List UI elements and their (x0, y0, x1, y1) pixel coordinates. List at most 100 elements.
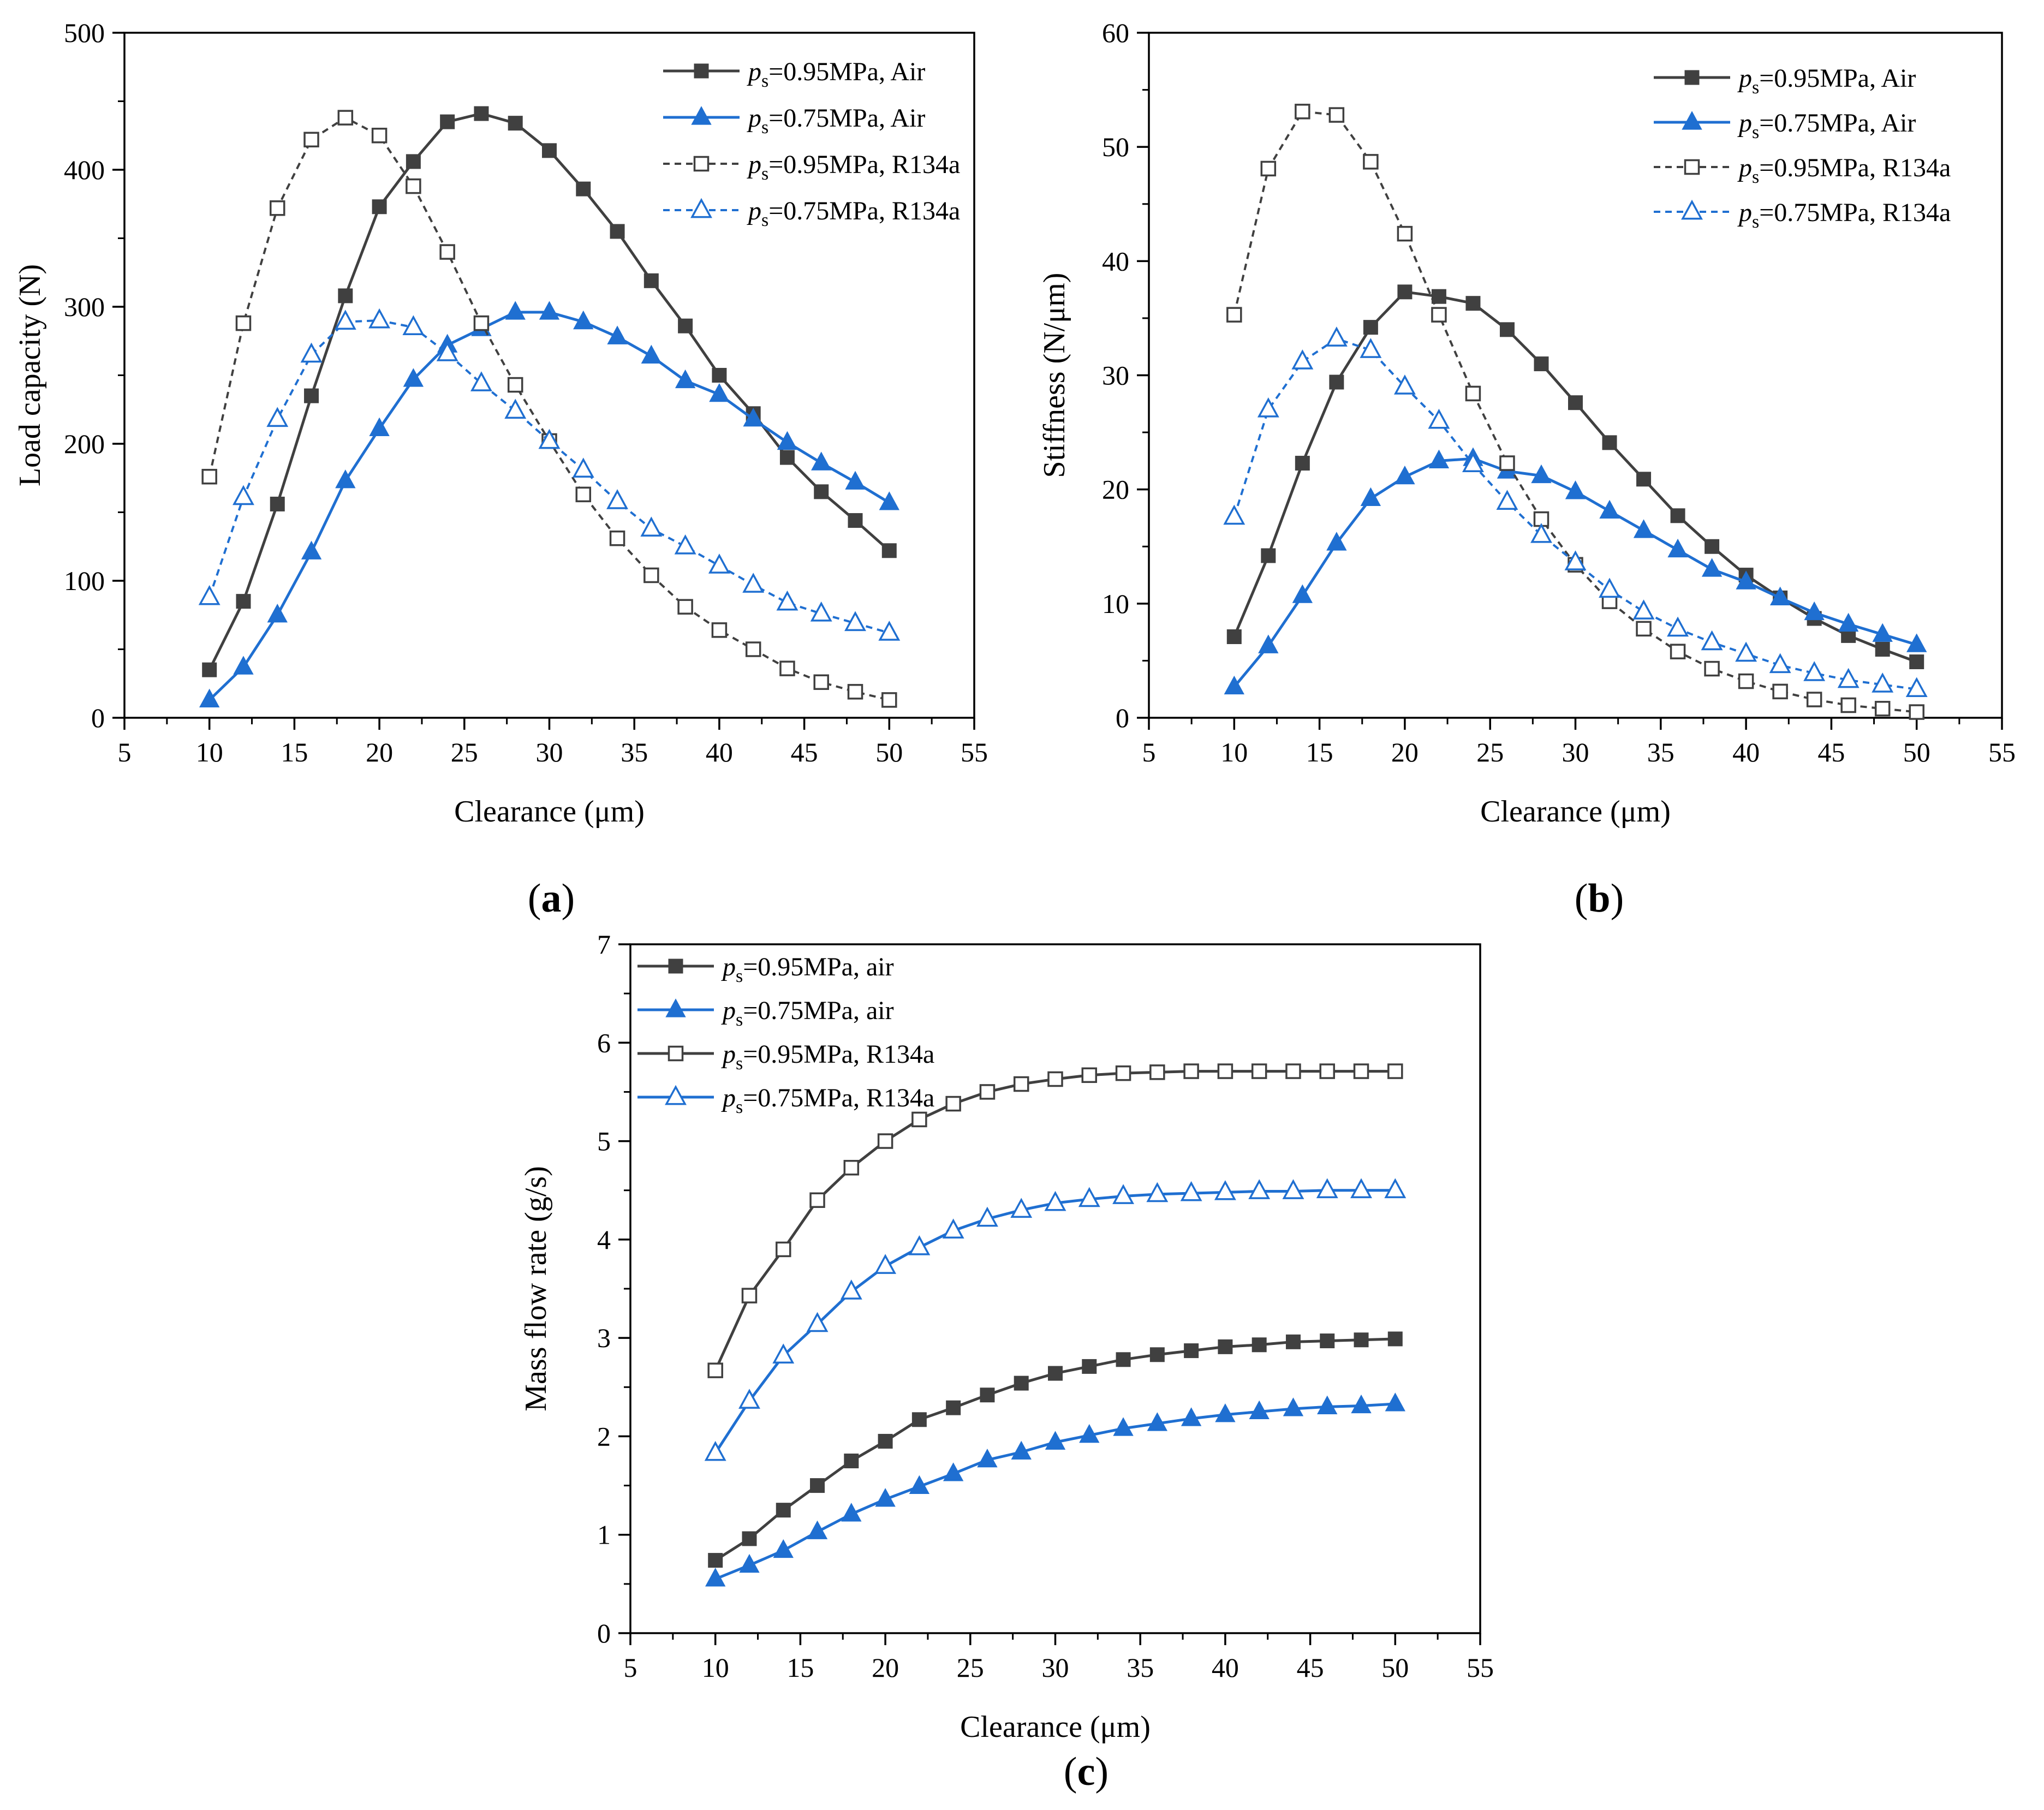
data-point-c-2 (1013, 1076, 1029, 1092)
data-point-b-0 (1534, 356, 1549, 372)
legend-entry-a-0: ps=0.95MPa, Air (747, 57, 925, 91)
x-tick-label-c: 50 (1381, 1652, 1409, 1683)
y-tick-label-b: 30 (1102, 360, 1129, 391)
data-point-a-0 (202, 662, 217, 677)
data-point-b-3 (1564, 550, 1587, 570)
legend-marker-a-3 (690, 198, 712, 218)
data-point-a-3 (844, 611, 866, 632)
data-point-c-1 (1215, 1403, 1236, 1422)
data-point-b-0 (1226, 629, 1242, 644)
legend-marker-a-0 (694, 63, 709, 79)
data-point-c-1 (1351, 1394, 1372, 1414)
data-point-c-2 (877, 1133, 893, 1149)
x-tick-label-b: 55 (1988, 737, 2016, 767)
x-tick-label-b: 40 (1732, 737, 1760, 767)
legend-entry-subscript: s (761, 117, 768, 138)
data-point-a-3 (402, 315, 425, 335)
data-point-b-3 (1291, 349, 1314, 370)
data-point-c-1 (1249, 1400, 1270, 1419)
data-point-c-3 (942, 1218, 964, 1239)
legend-entry-text: =0.95MPa, air (743, 952, 893, 981)
data-point-c-2 (776, 1241, 791, 1258)
x-tick-label-a: 45 (791, 737, 818, 767)
y-tick-label-a: 400 (64, 154, 105, 185)
data-point-c-1 (739, 1553, 760, 1573)
data-point-a-2 (439, 244, 455, 260)
data-point-a-1 (879, 491, 899, 510)
legend-entry-subscript: s (736, 1097, 743, 1117)
x-tick-label-a: 15 (281, 737, 308, 767)
data-point-b-2 (1909, 704, 1924, 720)
data-point-a-0 (881, 543, 897, 558)
data-point-c-3 (1214, 1180, 1236, 1200)
data-point-c-3 (976, 1206, 998, 1227)
legend-marker-b-1 (1682, 111, 1702, 130)
data-point-b-1 (1804, 601, 1825, 621)
data-point-c-1 (1045, 1431, 1066, 1450)
data-point-c-0 (1218, 1339, 1233, 1354)
legend-entry-symbol: p (747, 197, 761, 225)
data-point-c-3 (874, 1254, 897, 1274)
data-point-b-0 (1636, 472, 1652, 487)
data-point-c-1 (1385, 1392, 1405, 1412)
x-tick-label-c: 25 (957, 1652, 984, 1683)
data-point-a-0 (848, 513, 863, 528)
legend-entry-text: =0.75MPa, R134a (743, 1083, 934, 1112)
panel-caption-b: (b) (1575, 876, 1624, 921)
legend-marker-b-0 (1684, 70, 1700, 85)
legend-entry-text: =0.95MPa, R134a (1759, 153, 1951, 182)
data-point-b-3 (1632, 599, 1655, 620)
data-point-b-0 (1602, 435, 1617, 450)
legend-entry-c-3: ps=0.75MPa, R134a (721, 1083, 934, 1117)
y-tick-label-c: 0 (597, 1618, 611, 1648)
data-point-c-2 (1149, 1064, 1165, 1080)
data-point-c-2 (809, 1192, 825, 1208)
data-point-b-3 (1599, 577, 1620, 598)
data-point-b-1 (1701, 558, 1723, 577)
y-tick-label-b: 10 (1102, 588, 1129, 619)
legend-entry-subscript: s (736, 1010, 743, 1030)
data-point-c-0 (1184, 1343, 1199, 1359)
data-point-a-0 (270, 496, 285, 511)
x-tick-label-b: 20 (1391, 737, 1419, 767)
data-point-c-1 (1317, 1395, 1338, 1414)
data-point-b-3 (1803, 661, 1826, 681)
data-point-b-2 (1465, 385, 1481, 402)
data-point-b-1 (1565, 480, 1586, 499)
data-point-b-0 (1705, 539, 1720, 554)
data-point-c-3 (1112, 1184, 1135, 1204)
data-point-b-0 (1261, 548, 1276, 563)
data-point-a-1 (267, 604, 288, 623)
data-point-b-3 (1872, 672, 1894, 693)
data-point-b-3 (1735, 641, 1757, 662)
data-point-c-3 (1384, 1178, 1407, 1199)
data-point-a-1 (675, 369, 696, 389)
data-point-b-1 (1736, 570, 1756, 590)
data-point-a-2 (235, 315, 252, 331)
legend-entry-subscript: s (1752, 167, 1759, 187)
legend-entry-b-3: ps=0.75MPa, R134a (1737, 198, 1951, 232)
legend-entry-symbol: p (1737, 64, 1752, 93)
data-point-c-0 (742, 1531, 757, 1546)
data-point-b-0 (1568, 395, 1583, 410)
data-point-a-3 (606, 489, 629, 509)
data-point-a-3 (436, 341, 458, 361)
data-point-a-0 (372, 199, 387, 215)
x-tick-label-c: 20 (872, 1652, 899, 1683)
data-point-c-2 (843, 1159, 860, 1176)
data-point-a-2 (677, 599, 693, 615)
data-point-b-2 (1636, 621, 1652, 637)
y-tick-label-b: 20 (1102, 474, 1129, 505)
data-point-b-2 (1874, 701, 1891, 717)
data-point-b-0 (1875, 642, 1890, 657)
data-point-c-2 (1319, 1063, 1335, 1079)
data-point-c-0 (1149, 1347, 1165, 1362)
data-point-c-1 (1079, 1424, 1100, 1443)
data-point-a-1 (403, 368, 424, 387)
data-point-a-1 (607, 325, 628, 344)
data-point-b-1 (1769, 586, 1791, 605)
data-point-c-3 (1282, 1179, 1304, 1199)
data-point-c-1 (705, 1568, 726, 1587)
data-point-b-1 (1360, 487, 1381, 506)
